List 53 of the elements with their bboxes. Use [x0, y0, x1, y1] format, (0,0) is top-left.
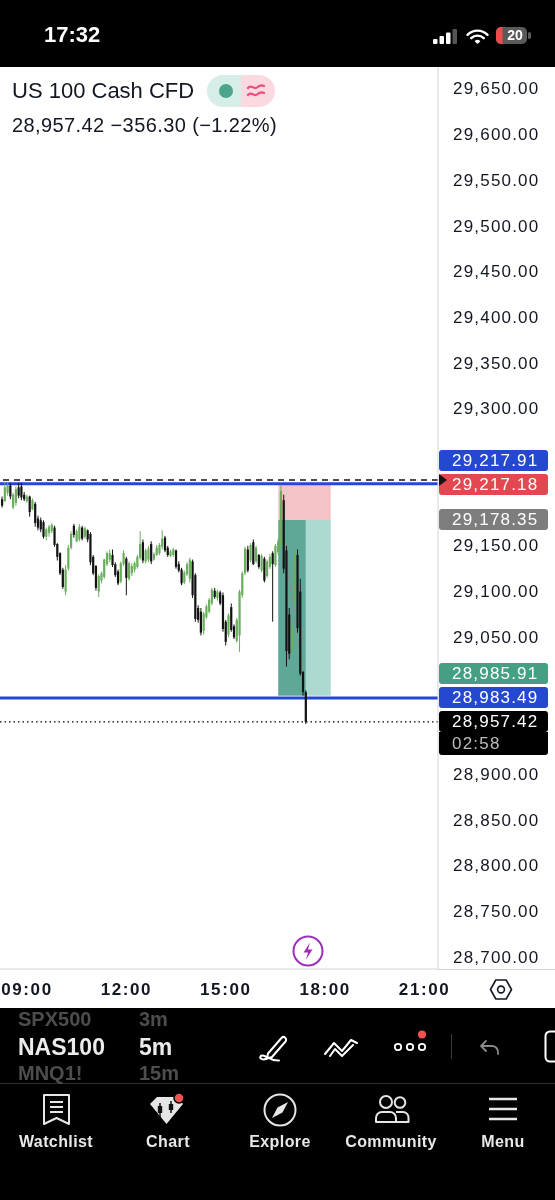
y-tick-label: 29,100.00: [453, 582, 540, 602]
candlestick: [263, 556, 266, 583]
y-tick-label: 28,700.00: [453, 947, 540, 967]
text: 5m: [139, 1033, 173, 1060]
y-tick-label: 29,350.00: [453, 353, 540, 373]
text: Community: [345, 1133, 437, 1150]
candlestick: [34, 501, 37, 528]
text: 02:58: [452, 734, 501, 754]
ref-line-label: 28,983.49: [452, 688, 539, 708]
y-tick-label: 29,050.00: [453, 627, 540, 647]
ref-line-label: 29,217.91: [452, 450, 539, 470]
text: 28,985.91: [452, 664, 539, 684]
y-tick-label: 28,900.00: [453, 764, 540, 784]
x-tick-label: 09:00: [1, 979, 53, 999]
ref-line-label: 28,957.42: [452, 712, 539, 732]
x-tick-label: 15:00: [200, 979, 252, 999]
text: 17:32: [44, 22, 101, 47]
text: NAS100: [18, 1033, 105, 1060]
y-tick-label: 29,150.00: [453, 536, 540, 556]
y-tick-label: 28,750.00: [453, 901, 540, 921]
y-tick-label: 29,500.00: [453, 216, 540, 236]
y-tick-label: 29,550.00: [453, 170, 540, 190]
y-tick-label: 29,650.00: [453, 79, 540, 99]
y-tick-label: 28,850.00: [453, 810, 540, 830]
text: 29,178.35: [452, 510, 539, 530]
y-tick-label: 29,600.00: [453, 125, 540, 145]
candlestick: [97, 573, 100, 598]
x-tick-label: 21:00: [398, 979, 451, 999]
x-tick-label: 18:00: [299, 979, 351, 999]
text: Chart: [146, 1133, 190, 1150]
text: Explore: [249, 1133, 311, 1150]
candlestick: [274, 543, 277, 568]
text: 29,217.18: [452, 474, 539, 494]
y-tick-label: 29,450.00: [453, 262, 540, 282]
text: 15m: [139, 1062, 180, 1084]
text: MNQ1!: [18, 1062, 83, 1084]
text: US 100 Cash CFD: [12, 78, 195, 103]
text: Watchlist: [18, 1133, 94, 1150]
text: 3m: [139, 1008, 168, 1030]
candlestick: [246, 545, 249, 573]
x-tick-label: 12:00: [100, 979, 153, 999]
y-tick-label: 29,300.00: [453, 399, 540, 419]
text: Menu: [481, 1133, 525, 1150]
candlestick: [199, 607, 202, 636]
candlestick: [3, 481, 6, 503]
text: SPX500: [18, 1008, 92, 1030]
candlestick: [227, 613, 230, 638]
candlestick: [249, 542, 252, 563]
text: 20: [507, 27, 523, 43]
y-tick-label: 28,800.00: [453, 856, 540, 876]
text: 28,957.42 −356.30 (−1.22%): [12, 114, 278, 136]
y-tick-label: 29,400.00: [453, 307, 540, 327]
candlestick: [290, 620, 294, 654]
